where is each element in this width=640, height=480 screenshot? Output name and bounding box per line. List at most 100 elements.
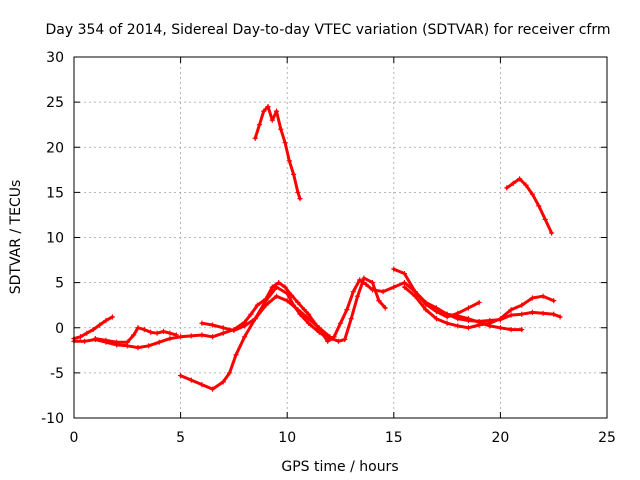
y-tick-label: 15 [46, 185, 64, 201]
data-point [369, 280, 376, 286]
data-point [401, 284, 408, 290]
data-point [231, 327, 237, 334]
y-tick-label: -10 [41, 411, 64, 427]
data-point [178, 372, 184, 379]
data-point [261, 108, 267, 114]
data-point [141, 326, 147, 333]
series-line [505, 177, 554, 235]
data-point [92, 335, 98, 342]
data-point [455, 313, 461, 319]
data-point [273, 108, 280, 114]
data-point [508, 326, 514, 333]
data-point [167, 330, 173, 336]
y-tick-label: 30 [46, 50, 64, 66]
data-point [284, 290, 290, 297]
data-point [199, 332, 205, 338]
data-point [227, 370, 233, 376]
data-point [497, 316, 503, 322]
data-point [342, 336, 348, 343]
x-tick-label: 10 [278, 430, 296, 446]
data-point [284, 298, 290, 304]
data-point [167, 335, 173, 342]
y-tick-label: 20 [46, 140, 64, 156]
data-point [504, 185, 510, 191]
data-point [508, 307, 514, 313]
y-axis-title: SDTVAR / TECUs [8, 180, 24, 295]
data-point [433, 305, 440, 311]
data-point [337, 320, 344, 326]
data-point [96, 322, 103, 328]
data-point [254, 302, 260, 308]
data-point [305, 320, 312, 326]
data-point [297, 196, 303, 202]
data-point [305, 316, 312, 322]
y-tick-label: 25 [46, 95, 64, 111]
data-point [252, 316, 258, 322]
data-point [188, 377, 194, 383]
data-point [423, 299, 429, 306]
data-point [263, 298, 269, 304]
data-point [84, 330, 90, 336]
data-point [135, 325, 141, 331]
data-point [109, 314, 115, 320]
data-point [401, 271, 408, 277]
data-point [508, 312, 514, 318]
series-track-h [401, 284, 557, 331]
data-point [350, 289, 356, 295]
series-track-c [92, 325, 179, 345]
data-point [273, 293, 280, 299]
data-point [391, 266, 397, 272]
data-point [82, 338, 88, 344]
data-point [557, 314, 563, 320]
data-point [529, 295, 535, 301]
data-point [551, 311, 557, 317]
data-point [278, 126, 284, 132]
grid [74, 57, 607, 418]
data-point [256, 122, 263, 128]
data-point [510, 180, 516, 186]
data-point [519, 311, 525, 317]
data-point [263, 302, 269, 308]
series-track-i [444, 311, 525, 333]
data-point [220, 330, 226, 336]
data-point [241, 323, 248, 329]
data-point [476, 319, 482, 325]
data-point [354, 293, 361, 299]
data-point [282, 140, 288, 146]
data-point [286, 158, 292, 164]
data-point [376, 298, 382, 304]
data-point [295, 307, 301, 313]
data-point [295, 299, 301, 306]
data-point [248, 311, 254, 317]
data-point [199, 320, 205, 326]
data-point [301, 307, 307, 313]
data-point [124, 339, 130, 345]
data-point [391, 284, 397, 290]
x-tick-label: 5 [176, 430, 185, 446]
data-point [220, 379, 226, 385]
data-point [295, 189, 301, 195]
y-tick-label: 5 [55, 276, 64, 292]
data-point [357, 277, 363, 283]
data-point [316, 329, 322, 335]
series-track-j [504, 176, 555, 236]
data-point [412, 293, 418, 299]
data-series [71, 104, 563, 392]
data-point [382, 305, 388, 311]
data-point [154, 330, 160, 336]
data-point [103, 337, 109, 343]
series-track-f [252, 104, 303, 202]
x-tick-label: 15 [385, 430, 403, 446]
data-point [529, 191, 535, 197]
data-point [542, 216, 548, 223]
x-tick-label: 0 [70, 430, 79, 446]
data-point [455, 323, 461, 329]
data-point [465, 305, 472, 311]
data-point [536, 203, 542, 209]
data-point [146, 343, 152, 349]
data-point [77, 334, 83, 340]
data-point [348, 316, 354, 322]
x-tick-label: 25 [598, 430, 616, 446]
data-point [173, 332, 179, 338]
